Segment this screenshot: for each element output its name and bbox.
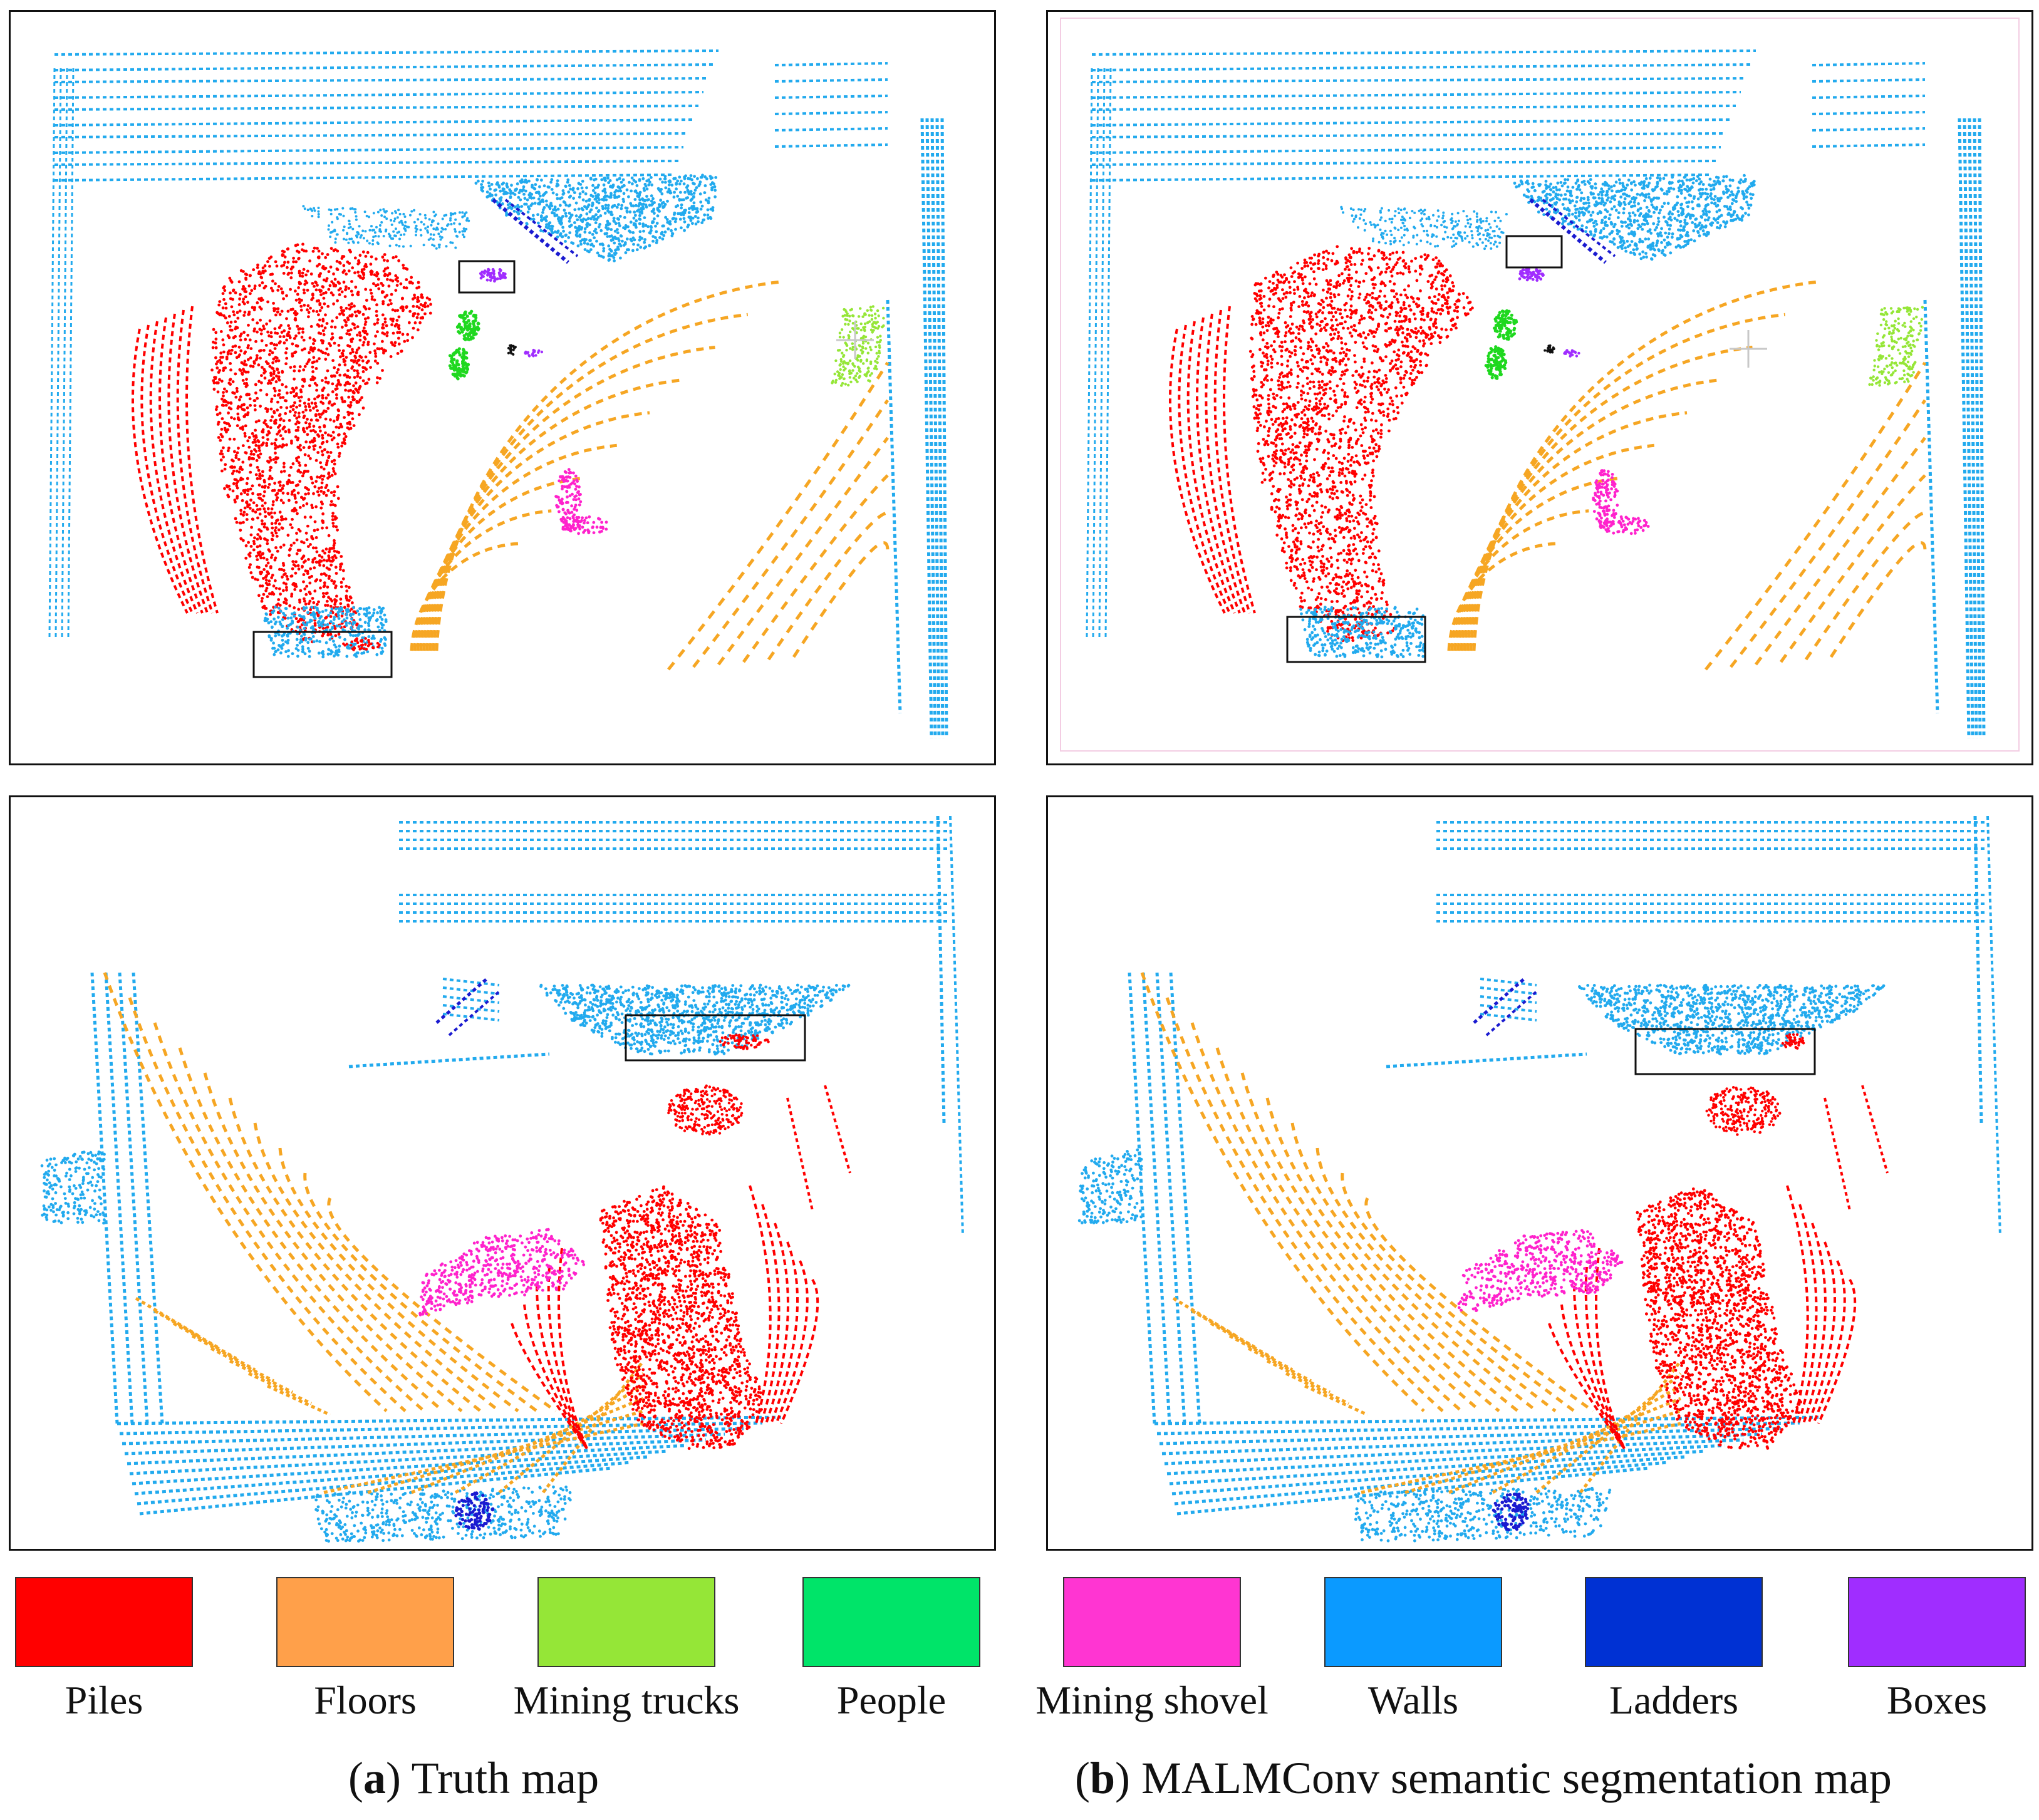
segmentation-map-scene-2	[1046, 795, 2033, 1551]
legend-label-boxes: Boxes	[1887, 1678, 1987, 1722]
legend-swatch-people	[802, 1577, 980, 1667]
legend-label-floors: Floors	[314, 1678, 417, 1722]
legend-swatch-boxes	[1848, 1577, 2026, 1667]
legend-label-mining-trucks: Mining trucks	[513, 1678, 740, 1722]
legend-label-piles: Piles	[65, 1678, 143, 1722]
caption-segmentation-map: (b) MALMConv semantic segmentation map	[1075, 1753, 1892, 1803]
caption-a-letter: a	[363, 1753, 386, 1803]
legend-swatch-floors	[276, 1577, 454, 1667]
legend-swatch-mining-trucks	[537, 1577, 715, 1667]
truth-map-scene-2	[9, 795, 996, 1551]
legend-swatch-walls	[1324, 1577, 1502, 1667]
truth-map-scene-1-canvas	[48, 49, 948, 739]
caption-b-text: MALMConv semantic segmentation map	[1141, 1753, 1892, 1803]
caption-a-text: Truth map	[411, 1753, 599, 1803]
legend-label-ladders: Ladders	[1609, 1678, 1739, 1722]
legend-swatch-mining-shovel	[1063, 1577, 1241, 1667]
caption-b-letter: b	[1089, 1753, 1116, 1803]
legend-label-walls: Walls	[1367, 1678, 1459, 1722]
segmentation-map-scene-2-canvas	[1077, 815, 2001, 1543]
legend-label-mining-shovel: Mining shovel	[1035, 1678, 1269, 1722]
legend-swatch-piles	[15, 1577, 193, 1667]
legend-label-people: People	[836, 1678, 947, 1722]
legend-swatch-ladders	[1585, 1577, 1763, 1667]
caption-truth-map: (a) Truth map	[348, 1753, 599, 1803]
segmentation-map-scene-1	[1046, 10, 2033, 765]
segmentation-map-scene-1-canvas	[1060, 18, 2020, 752]
truth-map-scene-1	[9, 10, 996, 765]
truth-map-scene-2-canvas	[40, 815, 964, 1543]
